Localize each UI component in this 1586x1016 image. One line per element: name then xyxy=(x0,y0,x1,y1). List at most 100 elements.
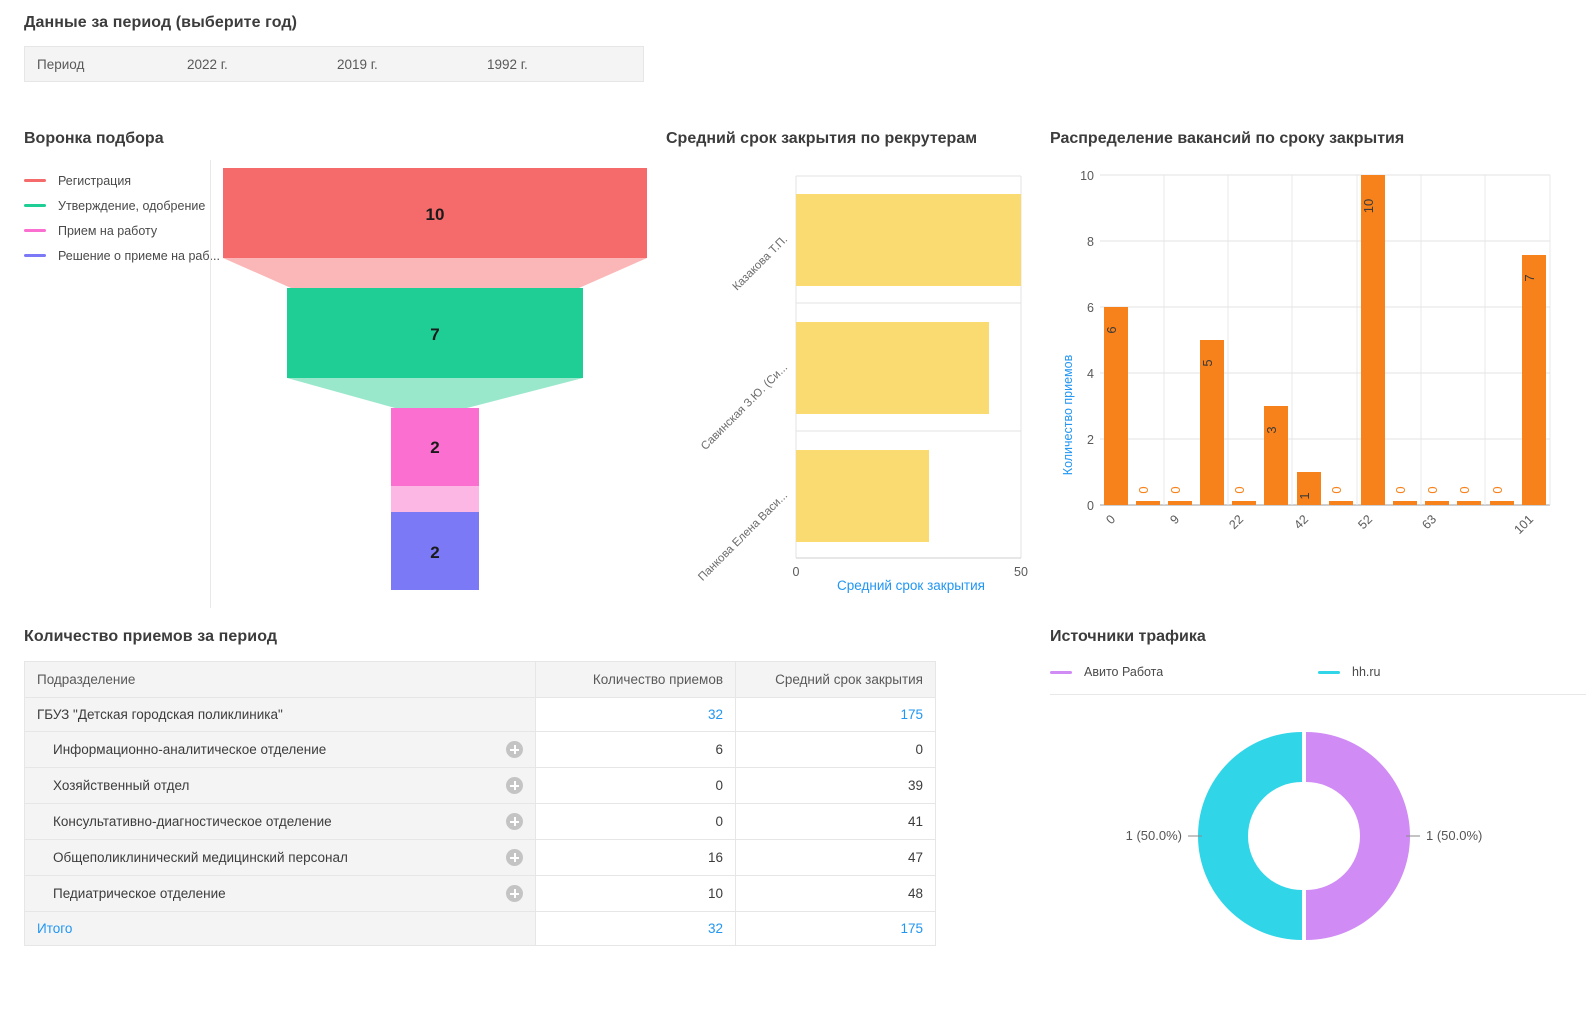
funnel-value-1: 10 xyxy=(426,205,445,224)
funnel-svg: 10 7 2 2 xyxy=(223,168,647,590)
recruiter-xtick-50: 50 xyxy=(1014,565,1028,579)
distribution-value-6: 1 xyxy=(1297,492,1312,499)
funnel-stage-1[interactable] xyxy=(223,168,647,258)
traffic-legend: Авито Работа hh.ru xyxy=(1050,662,1586,695)
distribution-value-7: 0 xyxy=(1329,486,1344,493)
traffic-legend-item-avito[interactable]: Авито Работа xyxy=(1050,662,1318,682)
funnel-legend-item-registration[interactable]: Регистрация xyxy=(24,168,229,193)
distribution-bar-5[interactable] xyxy=(1264,406,1288,505)
row-hires-value: 0 xyxy=(535,803,736,840)
recruiters-svg: Казакова Т.П. Савинская З.Ю. (Си... Панк… xyxy=(696,175,1028,583)
funnel-chart: 10 7 2 2 xyxy=(210,160,664,608)
table-row[interactable]: Общеполиклинический медицинский персонал… xyxy=(24,839,936,876)
distribution-xtick-22: 22 xyxy=(1226,512,1246,532)
row-hires-value: 10 xyxy=(535,875,736,912)
expand-plus-icon[interactable] xyxy=(506,777,523,794)
funnel-legend-item-hiring[interactable]: Прием на работу xyxy=(24,218,229,243)
recruiter-bar-1[interactable] xyxy=(796,322,989,414)
expand-plus-icon[interactable] xyxy=(506,813,523,830)
distribution-bar-1[interactable] xyxy=(1136,501,1160,505)
distribution-bar-4[interactable] xyxy=(1232,501,1256,505)
distribution-ytick-8: 8 xyxy=(1087,235,1094,249)
table-row[interactable]: Консультативно-диагностическое отделение… xyxy=(24,803,936,840)
distribution-ytick-10: 10 xyxy=(1080,169,1094,183)
distribution-value-9: 0 xyxy=(1393,486,1408,493)
legend-color-swatch-icon xyxy=(1318,670,1340,674)
row-total-label: Итого xyxy=(24,911,536,946)
row-term-value: 41 xyxy=(735,803,936,840)
funnel-value-3: 2 xyxy=(430,438,439,457)
funnel-stage-3[interactable] xyxy=(391,408,479,486)
table-row-total: Итого 32 175 xyxy=(24,911,936,946)
distribution-bar-9[interactable] xyxy=(1393,501,1417,505)
legend-color-swatch-icon xyxy=(24,204,46,207)
table-row[interactable]: Хозяйственный отдел 0 39 xyxy=(24,767,936,804)
distribution-bar-2[interactable] xyxy=(1168,501,1192,505)
distribution-bar-13[interactable] xyxy=(1522,255,1546,505)
funnel-legend: Регистрация Утверждение, одобрение Прием… xyxy=(24,168,229,268)
row-hires-value: 16 xyxy=(535,839,736,876)
distribution-value-8: 10 xyxy=(1361,199,1376,213)
column-header-hires[interactable]: Количество приемов xyxy=(535,661,736,698)
table-row[interactable]: Педиатрическое отделение 10 48 xyxy=(24,875,936,912)
distribution-bar-10[interactable] xyxy=(1425,501,1449,505)
distribution-bar-3[interactable] xyxy=(1200,340,1224,505)
period-block-title: Данные за период (выберите год) xyxy=(24,14,298,31)
recruiter-bar-2[interactable] xyxy=(796,450,929,542)
row-term-value: 48 xyxy=(735,875,936,912)
row-term-value: 175 xyxy=(735,697,936,732)
distribution-value-0: 6 xyxy=(1104,326,1119,333)
traffic-legend-item-hhru[interactable]: hh.ru xyxy=(1318,662,1586,682)
legend-color-swatch-icon xyxy=(24,179,46,182)
distribution-bar-7[interactable] xyxy=(1329,501,1353,505)
distribution-bar-0[interactable] xyxy=(1104,307,1128,505)
period-selector-table[interactable]: Период 2022 г. 2019 г. 1992 г. xyxy=(24,46,644,82)
expand-plus-icon[interactable] xyxy=(506,885,523,902)
distribution-bar-8[interactable] xyxy=(1361,175,1385,505)
funnel-title: Воронка подбора xyxy=(24,130,164,147)
distribution-title: Распределение вакансий по сроку закрытия xyxy=(1050,130,1405,147)
row-hires-value: 0 xyxy=(535,767,736,804)
distribution-bar-6[interactable] xyxy=(1297,472,1321,505)
distribution-ytick-2: 2 xyxy=(1087,433,1094,447)
recruiter-bar-0[interactable] xyxy=(796,194,1021,286)
funnel-legend-label: Утверждение, одобрение xyxy=(58,198,206,213)
donut-slice-hhru[interactable] xyxy=(1198,732,1302,940)
traffic-donut-chart: 1 (50.0%) 1 (50.0%) xyxy=(1050,708,1586,988)
table-row[interactable]: ГБУЗ "Детская городская поликлиника" 32 … xyxy=(24,697,936,732)
expand-plus-icon[interactable] xyxy=(506,849,523,866)
table-row[interactable]: Информационно-аналитическое отделение 6 … xyxy=(24,731,936,768)
funnel-legend-label: Решение о приеме на раб... xyxy=(58,248,220,263)
legend-color-swatch-icon xyxy=(24,229,46,232)
period-option-2022[interactable]: 2022 г. xyxy=(187,56,228,72)
hires-table: Подразделение Количество приемов Средний… xyxy=(24,661,936,946)
funnel-stage-4[interactable] xyxy=(391,512,479,590)
distribution-value-3: 5 xyxy=(1200,359,1215,366)
table-header-row: Подразделение Количество приемов Средний… xyxy=(24,661,936,698)
period-option-1992[interactable]: 1992 г. xyxy=(487,56,528,72)
period-option-2019[interactable]: 2019 г. xyxy=(337,56,378,72)
traffic-legend-label: Авито Работа xyxy=(1084,665,1164,679)
expand-plus-icon[interactable] xyxy=(506,741,523,758)
funnel-legend-item-approval[interactable]: Утверждение, одобрение xyxy=(24,193,229,218)
distribution-bar-12[interactable] xyxy=(1490,501,1514,505)
funnel-stage-2[interactable] xyxy=(287,288,583,378)
hires-table-title: Количество приемов за период xyxy=(24,628,278,645)
distribution-xtick-42: 42 xyxy=(1291,512,1311,532)
recruiters-title: Средний срок закрытия по рекрутерам xyxy=(666,130,978,147)
period-selector-block: Данные за период (выберите год) Период 2… xyxy=(24,14,644,82)
column-header-avg-term[interactable]: Средний срок закрытия xyxy=(735,661,936,698)
recruiters-axis-title[interactable]: Средний срок закрытия xyxy=(837,578,985,593)
distribution-xtick-101: 101 xyxy=(1511,512,1536,537)
row-total-hires: 32 xyxy=(535,911,736,946)
funnel-value-4: 2 xyxy=(430,543,439,562)
funnel-transition-3 xyxy=(391,486,479,512)
funnel-legend-item-decision[interactable]: Решение о приеме на раб... xyxy=(24,243,229,268)
donut-slice-avito[interactable] xyxy=(1306,732,1410,940)
distribution-bar-11[interactable] xyxy=(1457,501,1481,505)
legend-color-swatch-icon xyxy=(24,254,46,257)
column-header-department[interactable]: Подразделение xyxy=(24,661,536,698)
distribution-value-13: 7 xyxy=(1522,274,1537,281)
recruiter-xtick-0: 0 xyxy=(793,565,800,579)
